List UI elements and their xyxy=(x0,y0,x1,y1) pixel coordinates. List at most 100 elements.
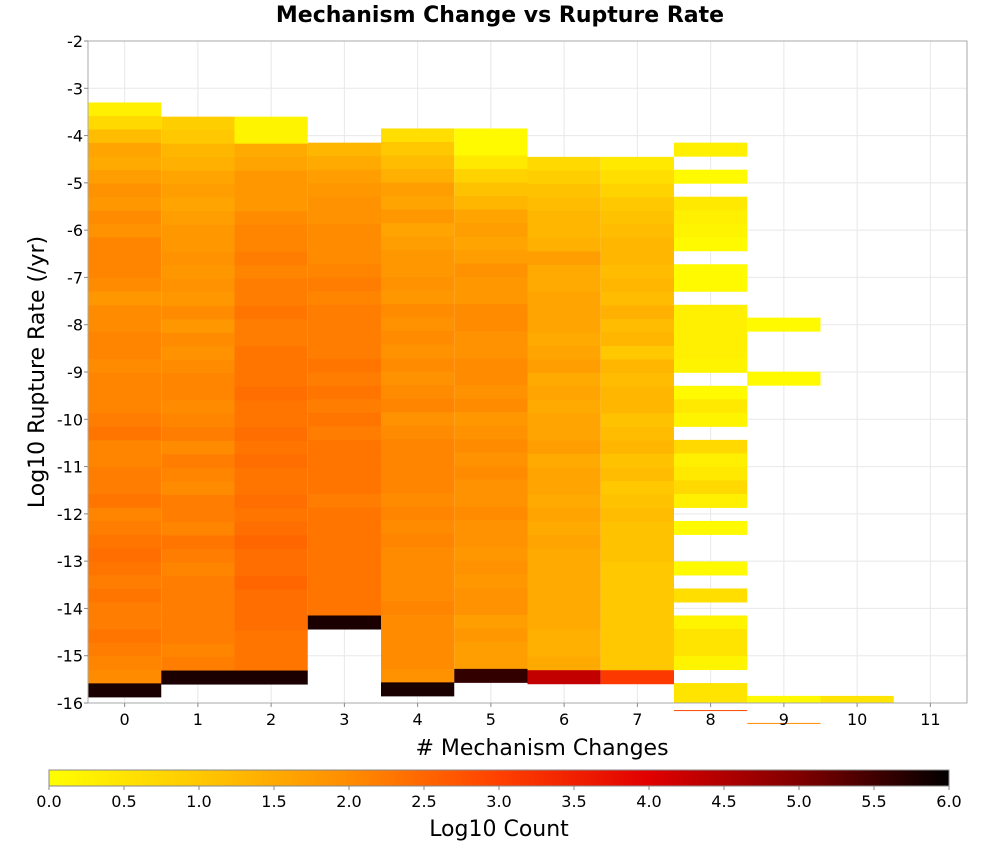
heatmap-cell xyxy=(454,141,528,156)
heatmap-cell xyxy=(527,656,601,671)
heatmap-cell xyxy=(307,426,381,441)
heatmap-cell xyxy=(600,494,674,509)
heatmap-cell xyxy=(600,535,674,550)
heatmap-cell xyxy=(674,683,748,698)
heatmap-cell xyxy=(234,521,308,536)
x-tick-label: 1 xyxy=(193,710,203,729)
x-axis-ticks: 0 1 2 3 4 5 6 7 8 9 10 11 xyxy=(120,703,941,729)
heatmap-cell xyxy=(381,371,455,386)
heatmap-cell xyxy=(454,385,528,400)
heatmap-cell xyxy=(161,292,235,307)
heatmap-cell xyxy=(307,237,381,252)
heatmap-cell xyxy=(674,453,748,468)
heatmap-cell xyxy=(600,467,674,482)
heatmap-cell xyxy=(88,359,162,374)
heatmap-cell xyxy=(88,291,162,306)
heatmap-cell xyxy=(307,372,381,387)
heatmap-cell xyxy=(674,210,748,225)
x-tick-label: 3 xyxy=(339,710,349,729)
heatmap-cell xyxy=(161,332,235,347)
colorbar-tick-label: 6.0 xyxy=(936,792,961,811)
y-tick-label: -8 xyxy=(67,316,83,335)
heatmap-cell xyxy=(600,656,674,671)
heatmap-cell xyxy=(88,305,162,320)
heatmap-cell xyxy=(454,547,528,562)
heatmap-cell xyxy=(527,602,601,617)
heatmap-cell xyxy=(307,277,381,292)
heatmap-cell xyxy=(674,385,748,400)
heatmap-cell xyxy=(161,319,235,334)
heatmap-cell xyxy=(381,277,455,292)
heatmap-cell xyxy=(600,454,674,469)
heatmap-cell xyxy=(307,493,381,508)
heatmap-cell xyxy=(307,156,381,171)
heatmap-cell xyxy=(307,196,381,211)
heatmap-cell xyxy=(600,345,674,360)
heatmap-cell xyxy=(527,373,601,388)
x-tick-label: 8 xyxy=(706,710,716,729)
heatmap-cell xyxy=(381,520,455,535)
heatmap-cell xyxy=(600,170,674,185)
heatmap-cell xyxy=(527,508,601,523)
heatmap-cell xyxy=(381,331,455,346)
heatmap-cell xyxy=(527,332,601,347)
y-tick-label: -14 xyxy=(57,599,83,618)
heatmap-cell xyxy=(161,278,235,293)
heatmap-cell xyxy=(161,589,235,604)
heatmap-cell xyxy=(234,359,308,374)
heatmap-cell xyxy=(307,358,381,373)
heatmap-cell xyxy=(600,318,674,333)
heatmap-cell xyxy=(88,143,162,158)
heatmap-cell xyxy=(381,655,455,670)
heatmap-cell xyxy=(381,547,455,562)
heatmap-cell xyxy=(234,265,308,280)
colorbar-tick-label: 4.0 xyxy=(636,792,661,811)
heatmap-cell xyxy=(454,452,528,467)
heatmap-cell xyxy=(600,643,674,658)
heatmap-cell xyxy=(674,493,748,508)
heatmap-cell xyxy=(161,508,235,523)
heatmap-cell xyxy=(234,657,308,672)
heatmap-cell xyxy=(161,657,235,672)
heatmap-cell xyxy=(161,224,235,239)
heatmap-cell xyxy=(674,629,748,644)
heatmap-cell xyxy=(234,616,308,631)
heatmap-cell xyxy=(88,426,162,441)
heatmap-cell xyxy=(674,466,748,481)
heatmap-cell xyxy=(88,453,162,468)
heatmap-cell xyxy=(454,236,528,251)
heatmap-cell xyxy=(234,386,308,401)
heatmap-cell xyxy=(600,332,674,347)
heatmap-cell xyxy=(161,413,235,428)
heatmap-cell xyxy=(454,601,528,616)
y-tick-label: -13 xyxy=(57,552,83,571)
heatmap-cell xyxy=(381,196,455,211)
heatmap-cell xyxy=(88,534,162,549)
heatmap-cell xyxy=(454,182,528,197)
heatmap-cell xyxy=(88,575,162,590)
heatmap-cell xyxy=(307,520,381,535)
heatmap-cell xyxy=(527,670,601,685)
heatmap-cell xyxy=(674,561,748,576)
heatmap-cell xyxy=(527,481,601,496)
heatmap-cell xyxy=(527,413,601,428)
heatmap-cell xyxy=(527,589,601,604)
heatmap-cell xyxy=(747,695,821,704)
x-tick-label: 2 xyxy=(266,710,276,729)
y-tick-label: -7 xyxy=(67,268,83,287)
heatmap-cell xyxy=(381,641,455,656)
heatmap-cell xyxy=(381,236,455,251)
heatmap-cell xyxy=(674,223,748,238)
heatmap-cell xyxy=(161,603,235,618)
y-tick-label: -12 xyxy=(57,505,83,524)
heatmap-cell xyxy=(161,211,235,226)
chart-title: Mechanism Change vs Rupture Rate xyxy=(276,3,724,28)
colorbar-label: Log10 Count xyxy=(429,817,569,842)
heatmap-cell xyxy=(234,494,308,509)
heatmap-cell xyxy=(527,616,601,631)
heatmap-cells xyxy=(88,102,894,724)
heatmap-cell xyxy=(527,386,601,401)
heatmap-cell xyxy=(600,359,674,374)
heatmap-cell xyxy=(527,318,601,333)
heatmap-cell xyxy=(674,237,748,252)
